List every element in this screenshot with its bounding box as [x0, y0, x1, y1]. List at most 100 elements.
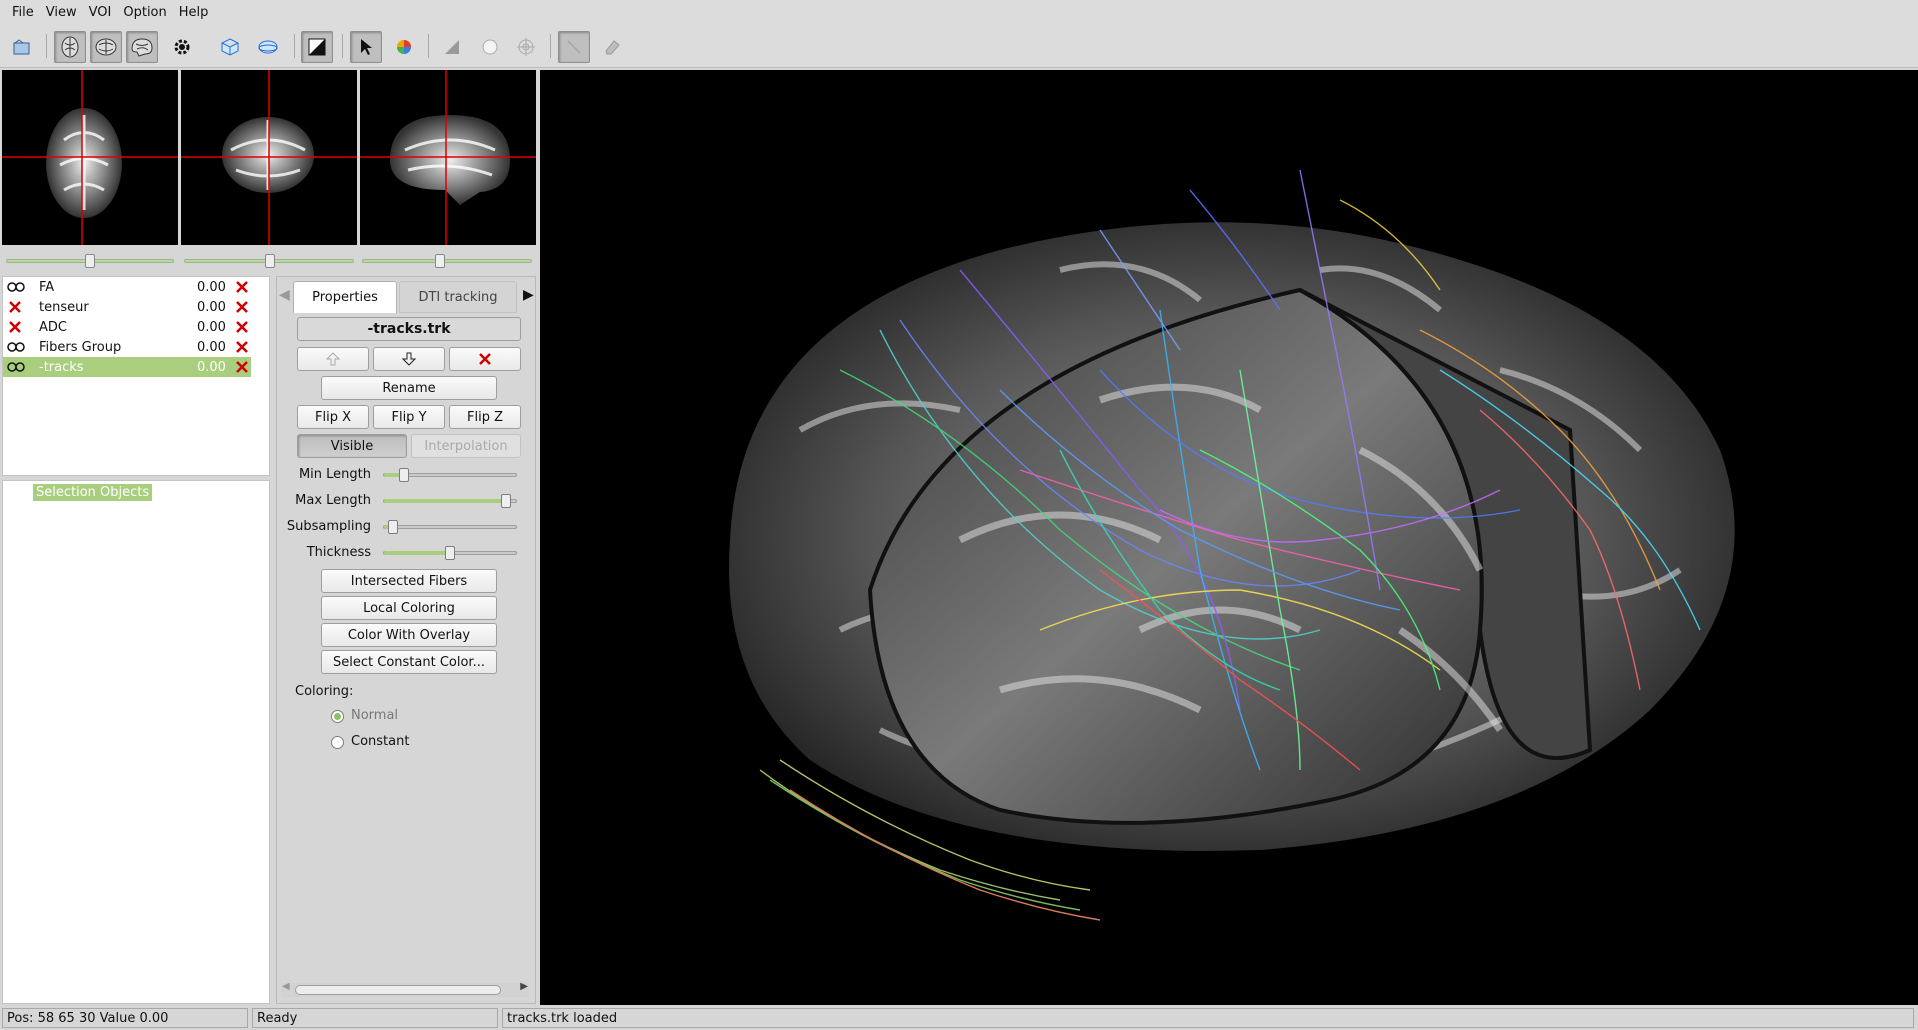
constant-radio[interactable]	[331, 736, 344, 749]
sagittal-slice-slider[interactable]	[362, 254, 532, 268]
max-length-fill	[384, 499, 506, 503]
tab-dti-tracking[interactable]: DTI tracking	[399, 281, 517, 313]
eraser-button[interactable]	[596, 31, 628, 63]
coronal-slider-handle[interactable]	[265, 254, 275, 268]
properties-horizontal-scrollbar[interactable]: ◀ ▶	[281, 981, 529, 997]
scroll-right-icon[interactable]: ▶	[520, 981, 528, 992]
thickness-handle[interactable]	[445, 546, 455, 560]
line-tool-icon	[567, 40, 581, 54]
max-length-slider[interactable]	[383, 494, 517, 508]
eraser-icon	[605, 40, 620, 55]
status-bar: Pos: 58 65 30 Value 0.00 Ready tracks.tr…	[0, 1006, 1918, 1030]
sphere-icon	[258, 40, 278, 54]
select-constant-color-button[interactable]: Select Constant Color...	[321, 650, 497, 674]
axial-slice-view[interactable]	[2, 70, 178, 245]
flip-y-button[interactable]: Flip Y	[373, 405, 445, 429]
axial-view-toggle[interactable]	[54, 31, 86, 63]
layer-opacity: 0.00	[197, 279, 226, 295]
subsampling-slider[interactable]	[383, 520, 517, 534]
menu-file[interactable]: File	[12, 4, 34, 20]
coronal-brain-icon	[95, 38, 117, 56]
pointer-tool-button[interactable]	[350, 31, 382, 63]
3d-render-view[interactable]	[540, 70, 1918, 1005]
delete-layer-icon[interactable]	[235, 340, 249, 354]
delete-layer-icon[interactable]	[235, 300, 249, 314]
tab-properties[interactable]: Properties	[293, 281, 397, 313]
triangle-tool-icon	[445, 40, 459, 54]
open-file-button[interactable]	[6, 31, 38, 63]
axial-slider-handle[interactable]	[85, 254, 95, 268]
min-length-fill	[384, 473, 404, 477]
max-length-handle[interactable]	[501, 494, 511, 508]
line-tool-button[interactable]	[558, 31, 590, 63]
normal-radio[interactable]	[331, 710, 344, 723]
thickness-slider[interactable]	[383, 546, 517, 560]
color-with-overlay-button[interactable]: Color With Overlay	[321, 623, 497, 647]
thickness-fill	[384, 551, 450, 555]
sagittal-slice-view[interactable]	[360, 70, 536, 245]
layer-row-fa[interactable]: FA 0.00	[3, 277, 251, 297]
axial-brain-icon	[61, 36, 79, 58]
flip-z-button[interactable]: Flip Z	[449, 405, 521, 429]
delete-layer-icon[interactable]	[235, 360, 249, 374]
interpolation-toggle[interactable]: Interpolation	[411, 434, 521, 458]
hidden-x-icon[interactable]	[7, 320, 25, 334]
3d-cube-button[interactable]	[214, 31, 246, 63]
coloring-label: Coloring:	[295, 684, 354, 699]
layer-opacity: 0.00	[197, 299, 226, 315]
layer-row-tracks[interactable]: -tracks 0.00	[3, 357, 251, 377]
arrow-down-icon	[402, 352, 416, 366]
normal-radio-label: Normal	[351, 708, 399, 723]
flip-x-button[interactable]: Flip X	[297, 405, 369, 429]
scrollbar-thumb[interactable]	[295, 985, 501, 995]
coronal-view-toggle[interactable]	[90, 31, 122, 63]
layer-row-tenseur[interactable]: tenseur 0.00	[3, 297, 251, 317]
tab-scroll-left-icon[interactable]: ◀	[279, 287, 290, 303]
menu-view[interactable]: View	[45, 4, 77, 20]
local-coloring-button[interactable]: Local Coloring	[321, 596, 497, 620]
visible-toggle[interactable]: Visible	[297, 434, 407, 458]
layer-name: tenseur	[39, 299, 89, 315]
layer-row-fibers-group[interactable]: Fibers Group 0.00	[3, 337, 251, 357]
menu-voi[interactable]: VOI	[88, 4, 112, 20]
layer-list: FA 0.00 tenseur 0.00 ADC 0.00 Fibers Gro…	[2, 276, 270, 476]
layer-opacity: 0.00	[197, 319, 226, 335]
sagittal-brain-icon	[131, 38, 153, 57]
color-palette-button[interactable]	[388, 31, 420, 63]
subsampling-label: Subsampling	[286, 519, 371, 534]
sagittal-view-toggle[interactable]	[126, 31, 158, 63]
target-tool-button[interactable]	[510, 31, 542, 63]
max-length-label: Max Length	[295, 493, 371, 508]
scroll-left-icon[interactable]: ◀	[282, 981, 290, 992]
eye-visible-icon[interactable]	[7, 360, 25, 374]
sphere-button[interactable]	[252, 31, 284, 63]
move-up-button[interactable]	[297, 347, 369, 371]
axial-slice-slider[interactable]	[6, 254, 174, 268]
3d-cube-icon	[221, 38, 239, 56]
sagittal-slider-handle[interactable]	[435, 254, 445, 268]
eye-visible-icon[interactable]	[7, 280, 25, 294]
delete-x-icon	[479, 353, 491, 365]
subsampling-handle[interactable]	[388, 520, 398, 534]
hidden-x-icon[interactable]	[7, 300, 25, 314]
coronal-slice-slider[interactable]	[184, 254, 354, 268]
contrast-button[interactable]	[301, 31, 333, 63]
intersected-fibers-button[interactable]: Intersected Fibers	[321, 569, 497, 593]
min-length-handle[interactable]	[399, 468, 409, 482]
delete-layer-icon[interactable]	[235, 280, 249, 294]
triangle-tool-button[interactable]	[436, 31, 468, 63]
menu-help[interactable]: Help	[178, 4, 209, 20]
menu-option[interactable]: Option	[123, 4, 167, 20]
delete-layer-icon[interactable]	[235, 320, 249, 334]
layer-row-adc[interactable]: ADC 0.00	[3, 317, 251, 337]
tab-scroll-right-icon[interactable]: ▶	[523, 287, 534, 303]
delete-button[interactable]	[449, 347, 521, 371]
coronal-slice-view[interactable]	[181, 70, 357, 245]
move-down-button[interactable]	[373, 347, 445, 371]
eye-visible-icon[interactable]	[7, 340, 25, 354]
settings-button[interactable]	[166, 31, 198, 63]
rename-button[interactable]: Rename	[321, 376, 497, 400]
min-length-slider[interactable]	[383, 468, 517, 482]
selection-objects-item[interactable]: Selection Objects	[33, 484, 153, 501]
circle-tool-button[interactable]	[474, 31, 506, 63]
